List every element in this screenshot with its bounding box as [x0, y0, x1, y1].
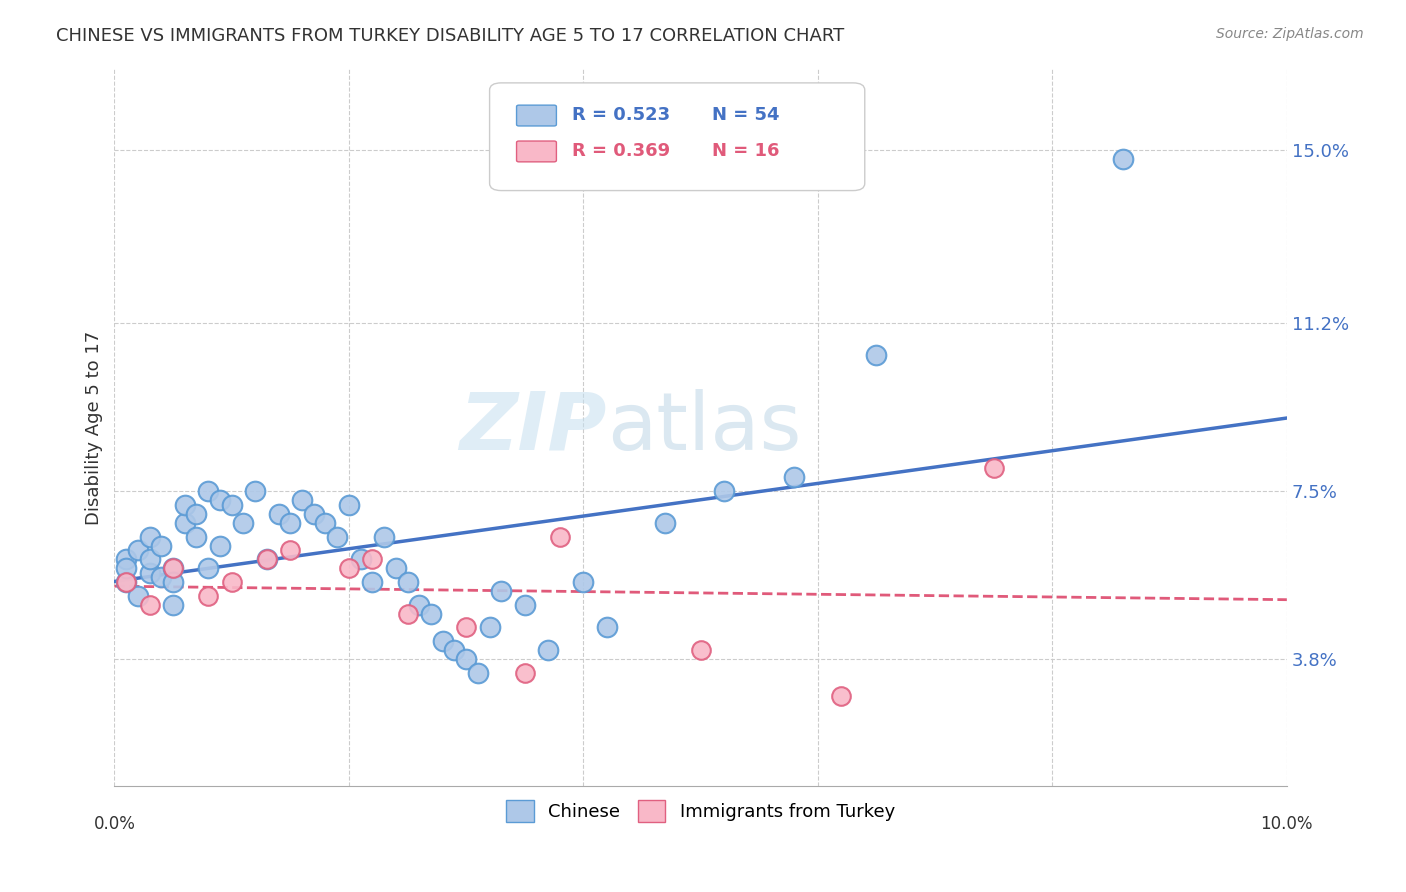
- Point: [478, 620, 501, 634]
- Text: Source: ZipAtlas.com: Source: ZipAtlas.com: [1216, 27, 1364, 41]
- Point: [408, 598, 430, 612]
- Point: [314, 516, 336, 530]
- Point: [548, 530, 571, 544]
- Point: [208, 493, 231, 508]
- Text: N = 54: N = 54: [713, 106, 780, 124]
- Point: [278, 516, 301, 530]
- Point: [467, 665, 489, 680]
- Point: [115, 574, 138, 589]
- Point: [197, 589, 219, 603]
- Point: [115, 574, 138, 589]
- Text: CHINESE VS IMMIGRANTS FROM TURKEY DISABILITY AGE 5 TO 17 CORRELATION CHART: CHINESE VS IMMIGRANTS FROM TURKEY DISABI…: [56, 27, 845, 45]
- Point: [713, 484, 735, 499]
- Point: [115, 561, 138, 575]
- Point: [1112, 153, 1135, 167]
- Point: [456, 620, 478, 634]
- Point: [221, 498, 243, 512]
- Text: 0.0%: 0.0%: [93, 815, 135, 833]
- Point: [162, 561, 184, 575]
- Point: [513, 665, 536, 680]
- Point: [267, 507, 290, 521]
- Point: [326, 530, 349, 544]
- Point: [150, 570, 173, 584]
- Point: [256, 552, 278, 566]
- Text: ZIP: ZIP: [460, 389, 607, 467]
- Point: [373, 530, 395, 544]
- Point: [513, 598, 536, 612]
- Point: [302, 507, 325, 521]
- Point: [396, 574, 419, 589]
- Point: [420, 607, 443, 621]
- Point: [361, 552, 384, 566]
- Point: [162, 574, 184, 589]
- Point: [173, 498, 195, 512]
- Point: [337, 561, 360, 575]
- Point: [654, 516, 676, 530]
- Point: [396, 607, 419, 621]
- Point: [138, 552, 160, 566]
- Point: [173, 516, 195, 530]
- Point: [197, 484, 219, 499]
- Point: [138, 530, 160, 544]
- Point: [572, 574, 595, 589]
- Point: [865, 348, 887, 362]
- Point: [243, 484, 266, 499]
- Point: [983, 461, 1005, 475]
- Point: [150, 539, 173, 553]
- Legend: Chinese, Immigrants from Turkey: Chinese, Immigrants from Turkey: [494, 788, 907, 835]
- FancyBboxPatch shape: [516, 141, 557, 161]
- Text: R = 0.369: R = 0.369: [572, 142, 669, 160]
- Point: [349, 552, 371, 566]
- Point: [443, 643, 465, 657]
- Point: [291, 493, 314, 508]
- Text: N = 16: N = 16: [713, 142, 780, 160]
- Text: 10.0%: 10.0%: [1261, 815, 1313, 833]
- Point: [138, 566, 160, 580]
- Point: [537, 643, 560, 657]
- Point: [596, 620, 619, 634]
- Point: [221, 574, 243, 589]
- Point: [197, 561, 219, 575]
- Point: [432, 634, 454, 648]
- Point: [127, 589, 149, 603]
- Point: [208, 539, 231, 553]
- Point: [232, 516, 254, 530]
- Point: [337, 498, 360, 512]
- Point: [385, 561, 408, 575]
- Point: [186, 530, 208, 544]
- Point: [256, 552, 278, 566]
- Y-axis label: Disability Age 5 to 17: Disability Age 5 to 17: [86, 330, 103, 524]
- FancyBboxPatch shape: [489, 83, 865, 191]
- Point: [456, 652, 478, 666]
- Text: atlas: atlas: [607, 389, 801, 467]
- Point: [278, 543, 301, 558]
- Point: [783, 470, 806, 484]
- Point: [115, 552, 138, 566]
- Point: [830, 689, 852, 703]
- Point: [361, 574, 384, 589]
- Point: [689, 643, 711, 657]
- Point: [138, 598, 160, 612]
- Text: R = 0.523: R = 0.523: [572, 106, 669, 124]
- Point: [186, 507, 208, 521]
- Point: [491, 584, 513, 599]
- FancyBboxPatch shape: [516, 105, 557, 126]
- Point: [162, 598, 184, 612]
- Point: [127, 543, 149, 558]
- Point: [162, 561, 184, 575]
